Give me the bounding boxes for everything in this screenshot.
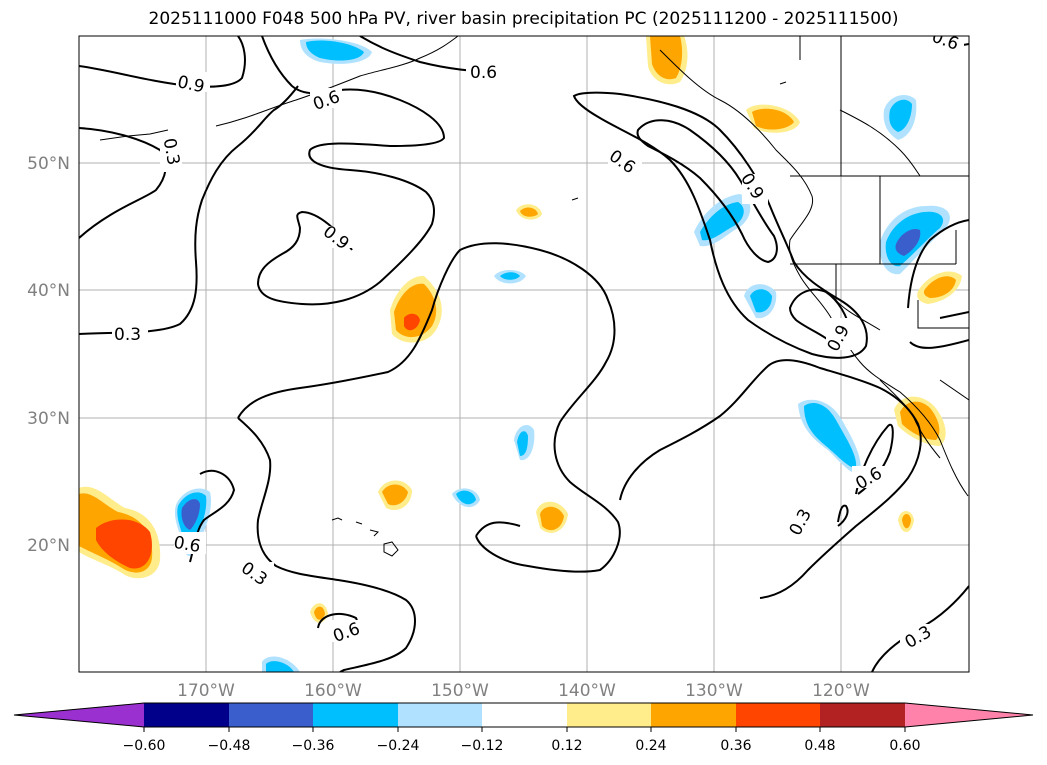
colorbar-tick-label: −0.36: [292, 738, 335, 754]
colorbar: −0.60 −0.48 −0.36 −0.24 −0.12 0.12 0.24 …: [13, 702, 1034, 754]
precip-blob: [404, 313, 420, 331]
precip-blob: [750, 289, 772, 313]
pv-contour-line: [636, 119, 778, 264]
precipitation-shading: [79, 36, 962, 672]
map-title: 2025111000 F048 500 hPa PV, river basin …: [148, 9, 899, 29]
colorbar-tick-label: 0.48: [804, 738, 835, 754]
colorbar-bin: [482, 703, 567, 727]
pv-contour-line: [237, 417, 416, 672]
precip-blob: [923, 276, 956, 298]
pv-contour-line: [79, 36, 246, 88]
pv-contour-line: [907, 219, 969, 309]
lon-label: 120°W: [812, 681, 870, 701]
precip-blob: [96, 519, 152, 569]
precip-blob: [804, 402, 857, 468]
precip-blob: [895, 228, 921, 256]
precip-blob: [520, 207, 538, 217]
colorbar-bin: [398, 703, 482, 727]
lat-label: 50°N: [27, 154, 70, 174]
colorbar-bin: [313, 703, 398, 727]
lon-label: 140°W: [558, 681, 616, 701]
precip-blob: [456, 490, 476, 505]
precip-blob: [306, 40, 364, 61]
pv-contour-line: [79, 85, 299, 335]
map-frame: [78, 35, 970, 673]
colorbar-under-triangle: [14, 703, 144, 727]
gridlines: [79, 36, 969, 672]
precip-blob: [517, 431, 528, 456]
precip-blob: [266, 661, 294, 672]
colorbar-bin: [820, 703, 905, 727]
pv-contour-line: [475, 521, 521, 537]
colorbar-tick-label: −0.60: [123, 738, 166, 754]
precip-blob: [181, 499, 200, 530]
colorbar-tick-label: 0.36: [720, 738, 751, 754]
pv-contour-line: [572, 91, 868, 359]
pv-contour-line: [837, 504, 849, 527]
pv-contour-line: [909, 339, 969, 349]
contour-label: 0.3: [159, 137, 183, 167]
lon-label: 170°W: [177, 681, 235, 701]
colorbar-tick-label: −0.48: [208, 738, 251, 754]
pv-contour-line: [237, 242, 621, 573]
precip-blob: [889, 99, 912, 132]
pv-contour-line: [619, 359, 922, 599]
precip-blob: [902, 514, 911, 529]
precip-blob: [540, 506, 564, 531]
pv-contour-line: [256, 36, 446, 306]
coastlines: [99, 36, 969, 557]
latitude-labels: 50°N 40°N 30°N 20°N: [27, 154, 70, 556]
colorbar-tick-label: 0.24: [635, 738, 666, 754]
precip-blob: [700, 202, 744, 241]
contour-label: 0.6: [470, 63, 497, 83]
lon-label: 160°W: [304, 681, 362, 701]
precip-blob: [314, 606, 325, 620]
longitude-labels: 170°W 160°W 150°W 140°W 130°W 120°W: [177, 681, 870, 701]
lat-label: 20°N: [27, 536, 70, 556]
contour-label: 0.6: [172, 533, 202, 557]
lat-label: 40°N: [27, 281, 70, 301]
precip-blob: [650, 36, 683, 80]
precip-blob: [382, 484, 408, 506]
lon-label: 130°W: [685, 681, 743, 701]
colorbar-bin: [567, 703, 651, 727]
colorbar-bin: [736, 703, 820, 727]
map-panel: [79, 36, 969, 672]
colorbar-over-triangle: [905, 703, 1033, 727]
colorbar-bin: [651, 703, 736, 727]
pv-contours: [79, 36, 969, 672]
pv-contour-line: [939, 311, 969, 319]
colorbar-bin: [144, 703, 229, 727]
lon-label: 150°W: [431, 681, 489, 701]
precip-blob: [752, 108, 794, 130]
precip-blob: [500, 272, 520, 280]
colorbar-bin: [229, 703, 313, 727]
colorbar-tick-label: 0.12: [551, 738, 582, 754]
contour-label: 0.3: [114, 325, 141, 345]
colorbar-tick-label: −0.24: [377, 738, 420, 754]
colorbar-tick-label: −0.12: [461, 738, 504, 754]
colorbar-tick-label: 0.60: [889, 738, 920, 754]
lat-label: 30°N: [27, 409, 70, 429]
